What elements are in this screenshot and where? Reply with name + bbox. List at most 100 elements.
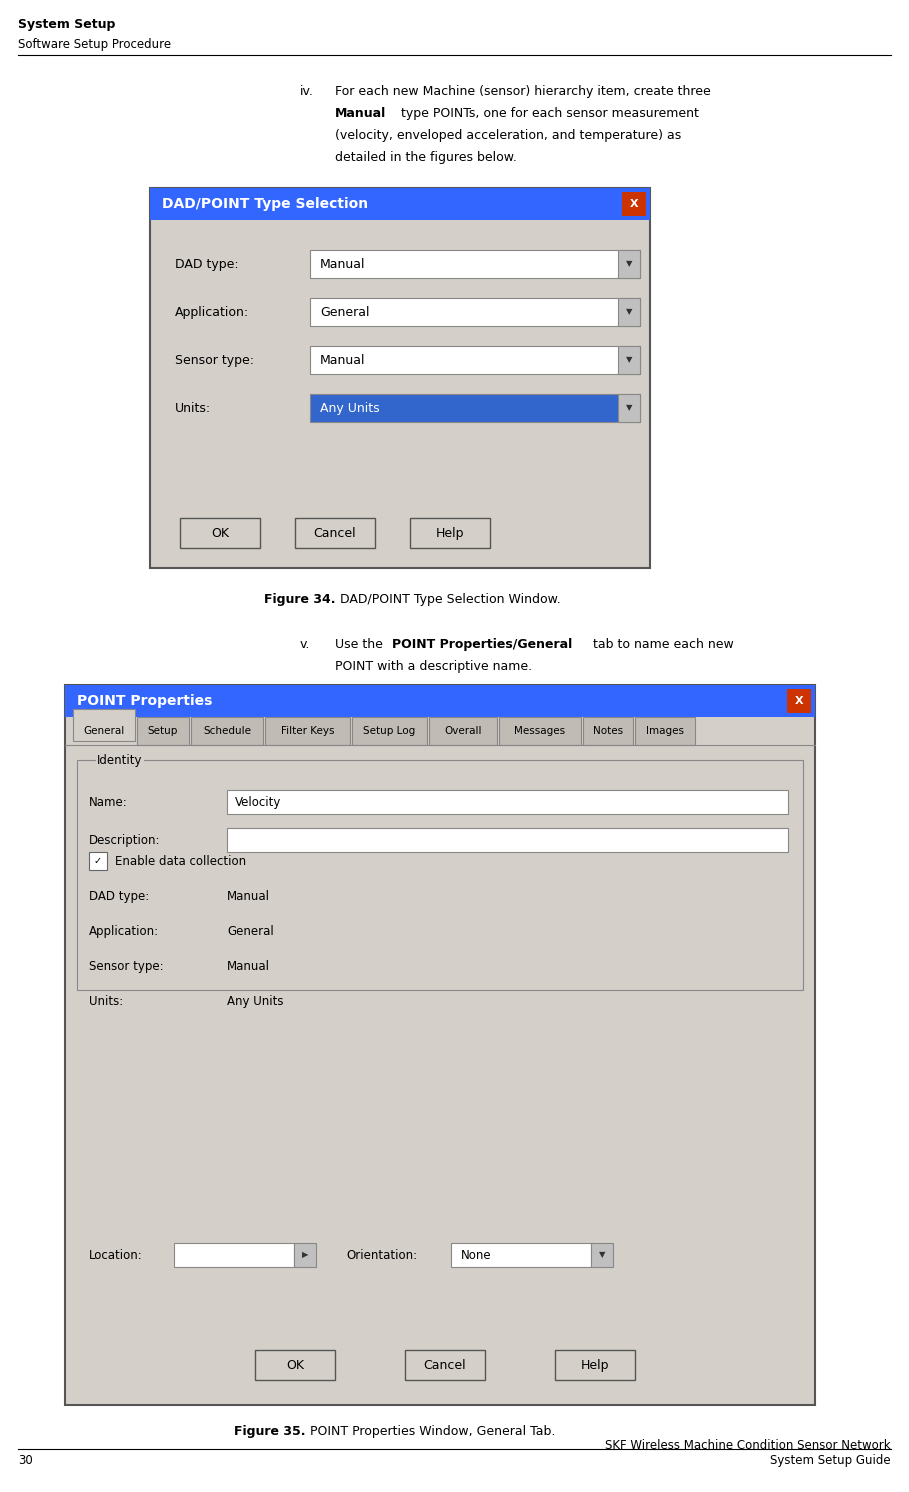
Bar: [310, 298, 640, 325]
Bar: [405, 1350, 485, 1380]
Text: POINT Properties Window, General Tab.: POINT Properties Window, General Tab.: [306, 1425, 556, 1438]
Text: Figure 34.: Figure 34.: [265, 592, 336, 606]
Bar: [310, 394, 640, 422]
Bar: [180, 518, 260, 548]
Text: Manual: Manual: [227, 889, 270, 903]
Text: Help: Help: [581, 1359, 609, 1371]
Text: ✓: ✓: [94, 856, 102, 865]
Text: Application:: Application:: [175, 306, 249, 318]
Text: SKF Wireless Machine Condition Sensor Network
System Setup Guide: SKF Wireless Machine Condition Sensor Ne…: [605, 1438, 891, 1467]
Bar: [618, 298, 640, 325]
Text: (velocity, enveloped acceleration, and temperature) as: (velocity, enveloped acceleration, and t…: [335, 128, 681, 142]
Text: Messages: Messages: [514, 727, 565, 736]
Text: Use the: Use the: [335, 639, 387, 651]
Text: POINT Properties: POINT Properties: [77, 694, 213, 709]
Text: Application:: Application:: [89, 925, 159, 937]
Text: Cancel: Cancel: [424, 1359, 466, 1371]
Bar: [429, 718, 497, 745]
Text: Any Units: Any Units: [227, 995, 284, 1007]
Text: OK: OK: [211, 527, 229, 540]
Text: Filter Keys: Filter Keys: [281, 727, 335, 736]
Bar: [191, 718, 263, 745]
Text: ▶: ▶: [302, 1250, 308, 1259]
Text: detailed in the figures below.: detailed in the figures below.: [335, 151, 517, 164]
Text: General: General: [320, 306, 369, 318]
Text: Notes: Notes: [593, 727, 623, 736]
Text: Manual: Manual: [227, 959, 270, 973]
Bar: [451, 1243, 591, 1267]
Text: X: X: [794, 695, 804, 706]
FancyBboxPatch shape: [150, 188, 650, 568]
Text: ▼: ▼: [599, 1250, 605, 1259]
Text: iv.: iv.: [300, 85, 314, 98]
Bar: [227, 789, 788, 815]
Text: Setup: Setup: [148, 727, 178, 736]
Text: POINT Properties/General: POINT Properties/General: [392, 639, 573, 651]
Text: Velocity: Velocity: [235, 795, 282, 809]
FancyBboxPatch shape: [65, 685, 815, 1405]
Text: Manual: Manual: [320, 354, 365, 367]
Bar: [622, 192, 646, 216]
Text: Sensor type:: Sensor type:: [89, 959, 164, 973]
Text: Setup Log: Setup Log: [364, 727, 415, 736]
Text: Units:: Units:: [89, 995, 124, 1007]
Text: v.: v.: [300, 639, 310, 651]
Text: System Setup: System Setup: [18, 18, 115, 31]
Bar: [310, 251, 640, 278]
Text: type POINTs, one for each sensor measurement: type POINTs, one for each sensor measure…: [397, 107, 699, 119]
Text: Name:: Name:: [89, 795, 128, 809]
Bar: [635, 718, 695, 745]
Text: Cancel: Cancel: [314, 527, 356, 540]
Text: tab to name each new: tab to name each new: [589, 639, 734, 651]
Text: Orientation:: Orientation:: [346, 1249, 417, 1262]
Bar: [618, 346, 640, 374]
Bar: [352, 718, 427, 745]
Text: ▼: ▼: [625, 403, 633, 412]
Text: General: General: [84, 727, 125, 736]
Text: X: X: [630, 198, 638, 209]
Text: Any Units: Any Units: [320, 401, 380, 415]
FancyBboxPatch shape: [65, 685, 815, 718]
Text: Identity: Identity: [97, 753, 143, 767]
Bar: [294, 1243, 316, 1267]
Text: Units:: Units:: [175, 401, 211, 415]
Text: Manual: Manual: [335, 107, 386, 119]
Text: Overall: Overall: [445, 727, 482, 736]
Text: For each new Machine (sensor) hierarchy item, create three: For each new Machine (sensor) hierarchy …: [335, 85, 711, 98]
Text: Manual: Manual: [320, 258, 365, 270]
Text: Description:: Description:: [89, 834, 161, 846]
Bar: [227, 828, 788, 852]
Bar: [73, 709, 135, 742]
Text: Figure 35.: Figure 35.: [235, 1425, 306, 1438]
Bar: [295, 518, 375, 548]
Text: DAD type:: DAD type:: [175, 258, 239, 270]
Text: Software Setup Procedure: Software Setup Procedure: [18, 37, 171, 51]
Text: ▼: ▼: [625, 355, 633, 364]
Bar: [137, 718, 189, 745]
Text: ▼: ▼: [625, 260, 633, 269]
Text: General: General: [227, 925, 274, 937]
Bar: [310, 346, 640, 374]
Text: DAD type:: DAD type:: [89, 889, 149, 903]
Bar: [618, 251, 640, 278]
Bar: [89, 852, 107, 870]
Text: DAD/POINT Type Selection: DAD/POINT Type Selection: [162, 197, 368, 210]
Bar: [618, 394, 640, 422]
Bar: [174, 1243, 294, 1267]
Bar: [410, 518, 490, 548]
Text: 30: 30: [18, 1455, 33, 1467]
Bar: [591, 1243, 613, 1267]
Bar: [77, 759, 803, 991]
Bar: [583, 718, 633, 745]
Text: DAD/POINT Type Selection Window.: DAD/POINT Type Selection Window.: [336, 592, 561, 606]
Text: None: None: [461, 1249, 492, 1262]
FancyBboxPatch shape: [150, 188, 650, 219]
Text: Sensor type:: Sensor type:: [175, 354, 254, 367]
Text: OK: OK: [286, 1359, 304, 1371]
Bar: [265, 718, 350, 745]
Text: POINT with a descriptive name.: POINT with a descriptive name.: [335, 659, 532, 673]
Text: Images: Images: [646, 727, 684, 736]
Bar: [787, 689, 811, 713]
Text: Enable data collection: Enable data collection: [115, 855, 246, 867]
Bar: [555, 1350, 635, 1380]
